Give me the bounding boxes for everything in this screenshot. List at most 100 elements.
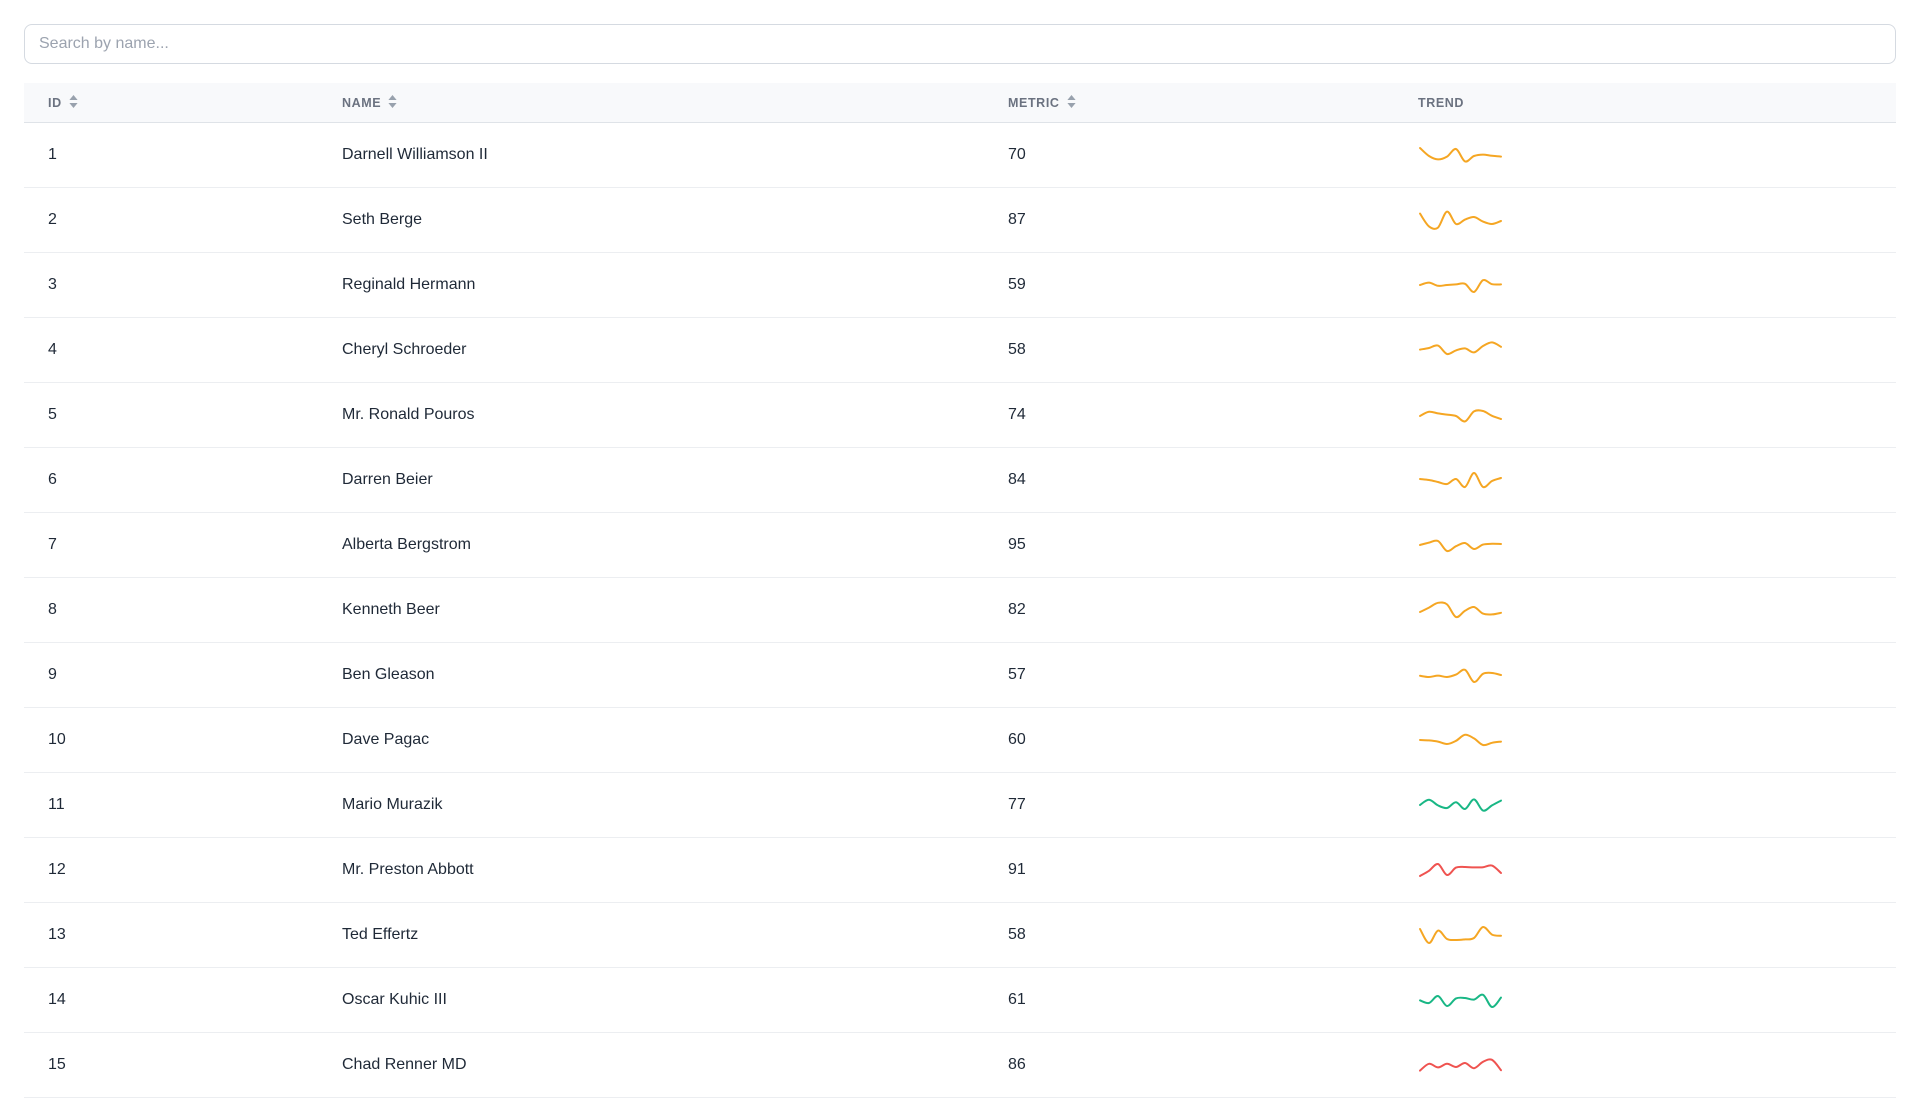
name-cell: Oscar Kuhic III: [318, 968, 984, 1033]
id-cell: 10: [24, 708, 318, 773]
name-cell: Ben Gleason: [318, 643, 984, 708]
table-row: 9 Ben Gleason 57: [24, 643, 1896, 708]
id-cell: 11: [24, 773, 318, 838]
metric-cell: 57: [984, 643, 1394, 708]
id-cell: 4: [24, 318, 318, 383]
column-header-id-label: ID: [48, 96, 62, 110]
trend-sparkline: [1418, 597, 1503, 623]
table-row: 13 Ted Effertz 58: [24, 903, 1896, 968]
metric-cell: 59: [984, 253, 1394, 318]
search-input[interactable]: [24, 24, 1896, 64]
trend-sparkline: [1418, 272, 1503, 298]
name-cell: Mario Murazik: [318, 773, 984, 838]
metric-cell: 91: [984, 838, 1394, 903]
name-cell: Seth Berge: [318, 188, 984, 253]
trend-cell: [1394, 643, 1896, 708]
name-cell: Reginald Hermann: [318, 253, 984, 318]
trend-sparkline: [1418, 1052, 1503, 1078]
name-cell: Ted Effertz: [318, 903, 984, 968]
table-row: 5 Mr. Ronald Pouros 74: [24, 383, 1896, 448]
id-cell: 8: [24, 578, 318, 643]
metric-cell: 61: [984, 968, 1394, 1033]
name-cell: Mr. Preston Abbott: [318, 838, 984, 903]
trend-cell: [1394, 578, 1896, 643]
id-cell: 12: [24, 838, 318, 903]
id-cell: 14: [24, 968, 318, 1033]
name-cell: Darnell Williamson II: [318, 123, 984, 188]
trend-sparkline: [1418, 532, 1503, 558]
trend-sparkline: [1418, 337, 1503, 363]
table-row: 8 Kenneth Beer 82: [24, 578, 1896, 643]
column-header-metric[interactable]: METRIC: [984, 83, 1394, 123]
name-cell: Dave Pagac: [318, 708, 984, 773]
trend-sparkline: [1418, 207, 1503, 233]
column-header-id[interactable]: ID: [24, 83, 318, 123]
metric-cell: 58: [984, 903, 1394, 968]
trend-cell: [1394, 773, 1896, 838]
trend-sparkline: [1418, 857, 1503, 883]
id-cell: 5: [24, 383, 318, 448]
name-cell: Alberta Bergstrom: [318, 513, 984, 578]
table-row: 1 Darnell Williamson II 70: [24, 123, 1896, 188]
metric-cell: 74: [984, 383, 1394, 448]
id-cell: 3: [24, 253, 318, 318]
trend-cell: [1394, 903, 1896, 968]
metric-cell: 60: [984, 708, 1394, 773]
trend-cell: [1394, 188, 1896, 253]
id-cell: 1: [24, 123, 318, 188]
id-cell: 9: [24, 643, 318, 708]
table-row: 10 Dave Pagac 60: [24, 708, 1896, 773]
trend-cell: [1394, 968, 1896, 1033]
metric-cell: 87: [984, 188, 1394, 253]
table-header: ID NAME METRIC TREND: [24, 83, 1896, 123]
trend-sparkline: [1418, 727, 1503, 753]
metric-cell: 70: [984, 123, 1394, 188]
name-cell: Cheryl Schroeder: [318, 318, 984, 383]
sort-icon[interactable]: [388, 95, 397, 108]
sort-icon[interactable]: [1067, 95, 1076, 108]
id-cell: 2: [24, 188, 318, 253]
trend-cell: [1394, 448, 1896, 513]
column-header-trend: TREND: [1394, 83, 1896, 123]
trend-sparkline: [1418, 142, 1503, 168]
sort-icon[interactable]: [69, 95, 78, 108]
table-row: 2 Seth Berge 87: [24, 188, 1896, 253]
table-row: 11 Mario Murazik 77: [24, 773, 1896, 838]
id-cell: 15: [24, 1033, 318, 1098]
table-row: 15 Chad Renner MD 86: [24, 1033, 1896, 1098]
column-header-name[interactable]: NAME: [318, 83, 984, 123]
trend-cell: [1394, 318, 1896, 383]
trend-sparkline: [1418, 922, 1503, 948]
name-cell: Darren Beier: [318, 448, 984, 513]
trend-cell: [1394, 253, 1896, 318]
table-row: 4 Cheryl Schroeder 58: [24, 318, 1896, 383]
metric-cell: 58: [984, 318, 1394, 383]
metric-cell: 82: [984, 578, 1394, 643]
trend-cell: [1394, 123, 1896, 188]
metric-cell: 77: [984, 773, 1394, 838]
trend-cell: [1394, 708, 1896, 773]
trend-cell: [1394, 513, 1896, 578]
column-header-name-label: NAME: [342, 96, 381, 110]
id-cell: 6: [24, 448, 318, 513]
trend-sparkline: [1418, 792, 1503, 818]
id-cell: 13: [24, 903, 318, 968]
table-row: 7 Alberta Bergstrom 95: [24, 513, 1896, 578]
metric-cell: 86: [984, 1033, 1394, 1098]
table-row: 12 Mr. Preston Abbott 91: [24, 838, 1896, 903]
metric-cell: 84: [984, 448, 1394, 513]
column-header-metric-label: METRIC: [1008, 96, 1060, 110]
table-row: 3 Reginald Hermann 59: [24, 253, 1896, 318]
name-cell: Chad Renner MD: [318, 1033, 984, 1098]
data-table: ID NAME METRIC TREND 1 Darnell Williamso…: [24, 83, 1896, 1098]
trend-sparkline: [1418, 402, 1503, 428]
metric-cell: 95: [984, 513, 1394, 578]
name-cell: Kenneth Beer: [318, 578, 984, 643]
trend-cell: [1394, 1033, 1896, 1098]
table-body: 1 Darnell Williamson II 70 2 Seth Berge …: [24, 123, 1896, 1098]
trend-sparkline: [1418, 987, 1503, 1013]
trend-sparkline: [1418, 467, 1503, 493]
trend-sparkline: [1418, 662, 1503, 688]
id-cell: 7: [24, 513, 318, 578]
column-header-trend-label: TREND: [1418, 96, 1464, 110]
